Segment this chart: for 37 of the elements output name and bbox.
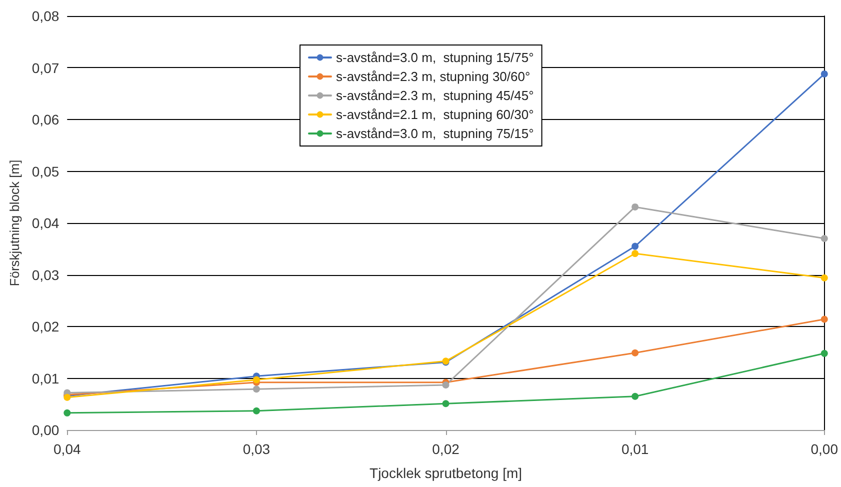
y-axis-title: Förskjutning block [m] <box>7 160 22 286</box>
y-tick-label: 0,03 <box>32 266 60 283</box>
y-tick-label: 0,05 <box>32 163 60 180</box>
point <box>820 350 828 357</box>
legend-label: s-avstånd=2.3 m, stupning 45/45° <box>336 88 534 103</box>
point <box>820 70 828 78</box>
x-tick-label: 0,00 <box>810 441 838 457</box>
point <box>442 381 450 388</box>
point <box>64 409 71 416</box>
point <box>820 235 828 242</box>
point <box>632 392 639 400</box>
legend-label: s-avstånd=2.1 m, stupning 60/30° <box>336 107 534 122</box>
legend-label: s-avstånd=3.0 m, stupning 15/75° <box>336 50 534 65</box>
legend-label: s-avstånd=3.0 m, stupning 75/15° <box>336 126 534 141</box>
y-tick-label: 0,01 <box>32 370 60 386</box>
y-tick-label: 0,07 <box>32 60 60 76</box>
y-tick-label: 0,02 <box>32 318 60 334</box>
point <box>252 376 260 384</box>
point <box>442 400 450 408</box>
y-tick-label: 0,00 <box>32 422 60 438</box>
y-tick-label: 0,08 <box>32 8 60 24</box>
point <box>632 242 639 250</box>
x-tick-label: 0,04 <box>54 441 81 457</box>
y-tick-label: 0,04 <box>32 215 60 231</box>
point <box>252 407 260 414</box>
x-axis-title: Tjocklek sprutbetong [m] <box>370 465 522 481</box>
y-tick-label: 0,06 <box>32 112 60 128</box>
point <box>820 274 828 282</box>
x-tick-label: 0,01 <box>621 441 649 457</box>
x-tick-label: 0,02 <box>432 441 460 457</box>
legend-label: s-avstånd=2.3 m, stupning 30/60° <box>336 69 530 84</box>
point <box>820 316 828 323</box>
point <box>632 349 639 356</box>
point <box>632 203 639 210</box>
x-tick-label: 0,03 <box>242 441 270 457</box>
point <box>252 386 260 393</box>
point <box>632 250 639 258</box>
